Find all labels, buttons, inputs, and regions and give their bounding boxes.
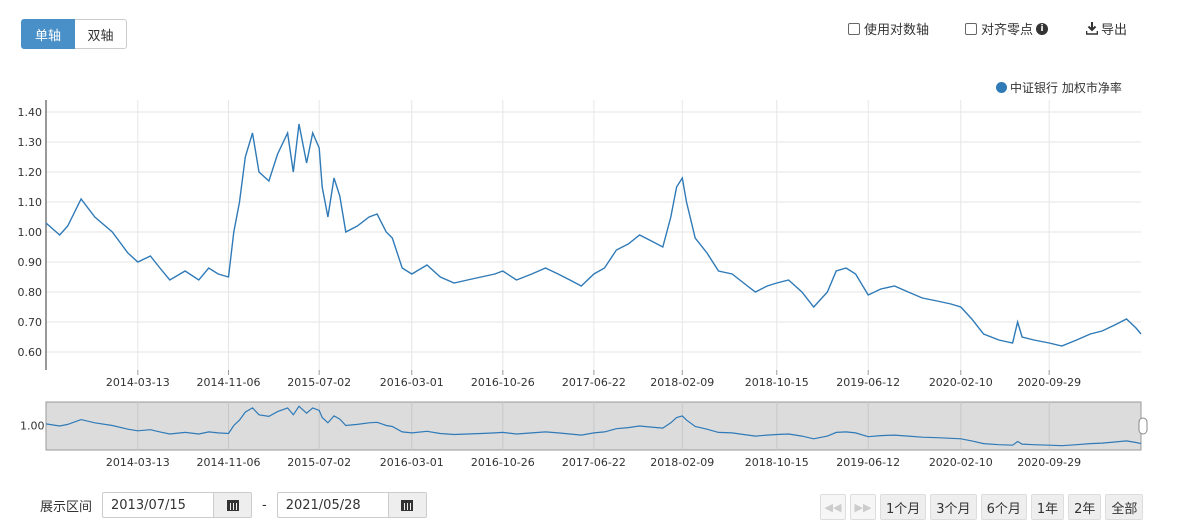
navigator-y-tick: 1.00 bbox=[20, 419, 45, 432]
start-date-input[interactable] bbox=[102, 492, 215, 518]
period-all-button[interactable]: 全部 bbox=[1105, 494, 1144, 520]
navigator-x-tick-label: 2018-02-09 bbox=[650, 456, 714, 469]
y-tick-label: 1.30 bbox=[18, 136, 43, 149]
navigator-x-tick-label: 2016-03-01 bbox=[380, 456, 444, 469]
period-1m-button[interactable]: 1个月 bbox=[880, 494, 927, 520]
single-axis-button[interactable]: 单轴 bbox=[21, 19, 75, 49]
calendar-icon bbox=[226, 499, 239, 511]
navigator[interactable]: 1.00 2014-03-13 2014-11-06 2015-07-02 2016-… bbox=[20, 401, 1148, 469]
legend-series-name: 中证银行 加权市净率 bbox=[1010, 81, 1122, 95]
navigator-x-tick-label: 2020-09-29 bbox=[1017, 456, 1081, 469]
export-label: 导出 bbox=[1101, 23, 1128, 38]
x-tick-label: 2020-09-29 bbox=[1017, 376, 1081, 389]
legend-marker bbox=[996, 82, 1007, 93]
log-axis-label: 使用对数轴 bbox=[864, 23, 930, 38]
checkbox-box[interactable] bbox=[848, 22, 860, 35]
y-axis-ticks: 1.40 1.30 1.20 1.10 1.00 0.90 0.80 0.70 0.60 bbox=[18, 106, 43, 359]
x-tick-label: 2015-07-02 bbox=[287, 376, 351, 389]
x-tick-label: 2020-02-10 bbox=[929, 376, 993, 389]
navigator-x-tick-label: 2018-10-15 bbox=[745, 456, 809, 469]
period-buttons: ◀◀ ▶▶ 1个月 3个月 6个月 1年 2年 全部 bbox=[820, 494, 1144, 520]
y-tick-label: 1.00 bbox=[18, 226, 43, 239]
info-icon[interactable]: i bbox=[1036, 22, 1049, 35]
period-1y-button[interactable]: 1年 bbox=[1030, 494, 1065, 520]
export-button[interactable]: 导出 bbox=[1086, 19, 1127, 38]
navigator-series-line bbox=[45, 405, 1142, 447]
y-tick-label: 0.90 bbox=[18, 256, 43, 269]
navigator-x-tick-label: 2015-07-02 bbox=[287, 456, 351, 469]
y-tick-label: 0.80 bbox=[18, 286, 43, 299]
range-label: 展示区间 bbox=[40, 499, 93, 515]
end-calendar-button[interactable] bbox=[388, 492, 427, 518]
main-grid bbox=[46, 100, 1141, 370]
checkbox-box[interactable] bbox=[965, 22, 977, 35]
log-axis-checkbox[interactable]: 使用对数轴 bbox=[848, 19, 929, 38]
x-tick-label: 2014-03-13 bbox=[106, 376, 170, 389]
x-tick-label: 2016-10-26 bbox=[471, 376, 535, 389]
period-3m-button[interactable]: 3个月 bbox=[930, 494, 977, 520]
navigator-handle-right[interactable] bbox=[1138, 417, 1148, 435]
navigator-x-ticks: 2014-03-13 2014-11-06 2015-07-02 2016-03-01… bbox=[106, 456, 1081, 469]
dual-axis-button[interactable]: 双轴 bbox=[75, 19, 127, 49]
x-tick-label: 2014-11-06 bbox=[197, 376, 261, 389]
next-period-button[interactable]: ▶▶ bbox=[850, 494, 876, 520]
period-6m-button[interactable]: 6个月 bbox=[980, 494, 1027, 520]
download-icon bbox=[1086, 22, 1098, 35]
x-tick-label: 2016-03-01 bbox=[380, 376, 444, 389]
navigator-x-tick-label: 2014-03-13 bbox=[106, 456, 170, 469]
prev-period-button[interactable]: ◀◀ bbox=[820, 494, 846, 520]
x-tick-label: 2018-02-09 bbox=[650, 376, 714, 389]
navigator-x-tick-label: 2017-06-22 bbox=[562, 456, 626, 469]
y-tick-label: 1.20 bbox=[18, 166, 43, 179]
range-separator: - bbox=[262, 497, 267, 513]
y-tick-label: 1.10 bbox=[18, 196, 43, 209]
y-tick-label: 1.40 bbox=[18, 106, 43, 119]
x-tick-label: 2017-06-22 bbox=[562, 376, 626, 389]
x-tick-label: 2019-06-12 bbox=[836, 376, 900, 389]
chart-legend[interactable]: 中证银行 加权市净率 bbox=[996, 79, 1122, 96]
navigator-x-tick-label: 2016-10-26 bbox=[471, 456, 535, 469]
end-date-input[interactable] bbox=[276, 492, 389, 518]
navigator-x-tick-label: 2020-02-10 bbox=[929, 456, 993, 469]
date-range: 展示区间 - bbox=[40, 492, 427, 518]
period-2y-button[interactable]: 2年 bbox=[1068, 494, 1102, 520]
x-axis-ticks: 2014-03-13 2014-11-06 2015-07-02 2016-03-01… bbox=[106, 370, 1081, 389]
align-zero-checkbox[interactable]: 对齐零点 i bbox=[965, 19, 1049, 38]
start-calendar-button[interactable] bbox=[214, 492, 253, 518]
series-line[interactable] bbox=[45, 123, 1142, 347]
x-tick-label: 2018-10-15 bbox=[745, 376, 809, 389]
navigator-grid bbox=[137, 402, 1050, 450]
navigator-x-tick-label: 2019-06-12 bbox=[836, 456, 900, 469]
y-tick-label: 0.60 bbox=[18, 346, 43, 359]
navigator-x-tick-label: 2014-11-06 bbox=[197, 456, 261, 469]
align-zero-label: 对齐零点 bbox=[981, 23, 1034, 38]
calendar-icon bbox=[401, 499, 414, 511]
axis-mode-toggle: 单轴 双轴 bbox=[21, 19, 127, 49]
y-tick-label: 0.70 bbox=[18, 316, 43, 329]
